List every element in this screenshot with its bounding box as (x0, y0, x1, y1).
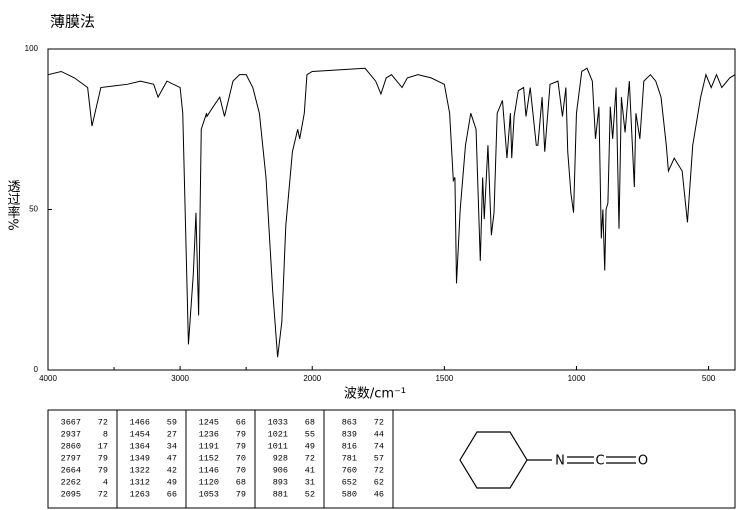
y-tick-label: 100 (25, 44, 39, 53)
peak-transmittance: 8 (103, 429, 108, 439)
x-axis-label: 波数/cm⁻¹ (344, 387, 406, 402)
peak-transmittance: 79 (236, 441, 246, 451)
peak-wavenumber: 1146 (199, 465, 219, 475)
peak-wavenumber: 1021 (268, 429, 288, 439)
structure (459, 431, 636, 489)
peak-transmittance: 70 (236, 465, 246, 475)
peak-transmittance: 79 (236, 489, 246, 499)
peak-transmittance: 70 (236, 453, 246, 463)
peak-transmittance: 41 (305, 465, 315, 475)
atom-label: N (555, 454, 565, 469)
spectrum-line (47, 67, 736, 358)
peak-wavenumber: 580 (342, 489, 357, 499)
peak-wavenumber: 2860 (61, 441, 81, 451)
peak-transmittance: 47 (167, 453, 177, 463)
peak-wavenumber: 1152 (199, 453, 219, 463)
peak-wavenumber: 1245 (199, 417, 219, 427)
peak-wavenumber: 863 (342, 417, 357, 427)
peak-wavenumber: 1120 (199, 477, 219, 487)
peak-transmittance: 68 (305, 417, 315, 427)
cyclohexane-ring (459, 431, 528, 489)
peak-wavenumber: 1466 (130, 417, 150, 427)
peak-wavenumber: 1191 (199, 441, 219, 451)
peak-wavenumber: 906 (273, 465, 288, 475)
peak-wavenumber: 893 (273, 477, 288, 487)
peak-transmittance: 66 (236, 417, 246, 427)
atom-label: O (638, 454, 648, 469)
peak-wavenumber: 1263 (130, 489, 150, 499)
peak-wavenumber: 1033 (268, 417, 288, 427)
peak-transmittance: 79 (98, 465, 108, 475)
peak-transmittance: 74 (374, 441, 384, 451)
peak-transmittance: 49 (305, 441, 315, 451)
peak-wavenumber: 2262 (61, 477, 81, 487)
peak-transmittance: 79 (98, 453, 108, 463)
y-tick-label: 0 (34, 365, 39, 374)
peak-wavenumber: 928 (273, 453, 288, 463)
peak-transmittance: 72 (374, 417, 384, 427)
peak-wavenumber: 881 (273, 489, 288, 499)
peak-transmittance: 57 (374, 453, 384, 463)
y-axis-label: 透过率% (5, 179, 21, 230)
peak-transmittance: 17 (98, 441, 108, 451)
atom-label: C (595, 454, 604, 469)
peak-transmittance: 66 (167, 489, 177, 499)
peak-wavenumber: 1053 (199, 489, 219, 499)
peak-wavenumber: 1236 (199, 429, 219, 439)
peak-wavenumber: 652 (342, 477, 357, 487)
y-tick-label: 50 (29, 205, 38, 214)
peak-transmittance: 79 (236, 429, 246, 439)
x-tick-label: 1500 (435, 374, 453, 383)
peak-wavenumber: 781 (342, 453, 357, 463)
peak-transmittance: 72 (98, 417, 108, 427)
peak-wavenumber: 2937 (61, 429, 81, 439)
peak-transmittance: 49 (167, 477, 177, 487)
peak-transmittance: 62 (374, 477, 384, 487)
peak-wavenumber: 760 (342, 465, 357, 475)
peak-wavenumber: 1364 (130, 441, 150, 451)
peak-transmittance: 44 (374, 429, 384, 439)
x-tick-label: 4000 (39, 374, 57, 383)
peak-wavenumber: 1454 (130, 429, 150, 439)
peak-wavenumber: 2797 (61, 453, 81, 463)
peak-wavenumber: 2095 (61, 489, 81, 499)
peak-transmittance: 34 (167, 441, 177, 451)
x-tick-label: 3000 (171, 374, 189, 383)
peak-transmittance: 46 (374, 489, 384, 499)
peak-transmittance: 72 (374, 465, 384, 475)
peak-transmittance: 72 (305, 453, 315, 463)
peak-wavenumber: 1312 (130, 477, 150, 487)
peak-transmittance: 27 (167, 429, 177, 439)
peak-transmittance: 42 (167, 465, 177, 475)
peak-transmittance: 31 (305, 477, 315, 487)
plot-frame (47, 48, 736, 371)
chart-title: 薄膜法 (50, 13, 95, 31)
peak-transmittance: 68 (236, 477, 246, 487)
x-tick-label: 1000 (568, 374, 586, 383)
peak-wavenumber: 1349 (130, 453, 150, 463)
peak-wavenumber: 839 (342, 429, 357, 439)
table-frame (47, 409, 736, 509)
peak-transmittance: 72 (98, 489, 108, 499)
x-tick-label: 500 (702, 374, 716, 383)
peak-transmittance: 52 (305, 489, 315, 499)
peak-wavenumber: 816 (342, 441, 357, 451)
peak-wavenumber: 2664 (61, 465, 81, 475)
peak-wavenumber: 3667 (61, 417, 81, 427)
peak-transmittance: 55 (305, 429, 315, 439)
peak-wavenumber: 1011 (268, 441, 288, 451)
peak-transmittance: 4 (103, 477, 108, 487)
x-tick-label: 2000 (303, 374, 321, 383)
peak-wavenumber: 1322 (130, 465, 150, 475)
peak-transmittance: 59 (167, 417, 177, 427)
